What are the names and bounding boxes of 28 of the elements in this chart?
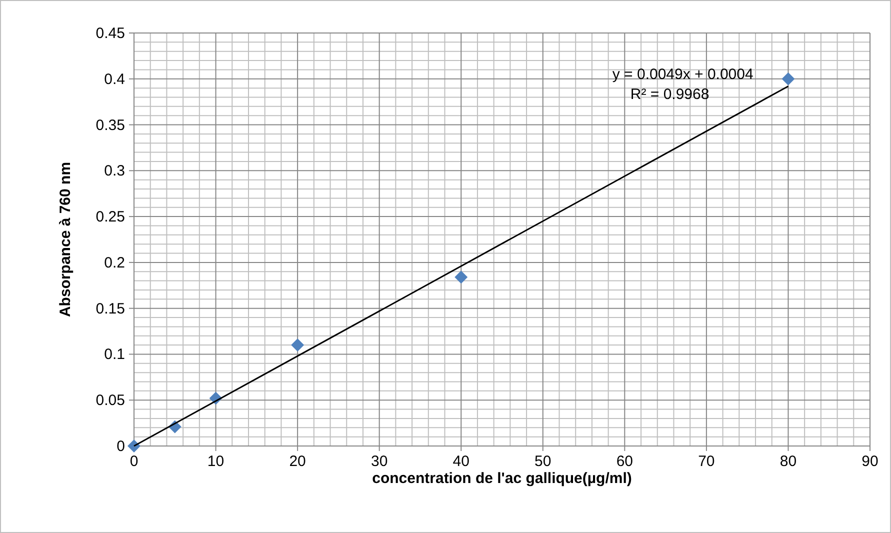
y-tick-label: 0.05 — [96, 392, 125, 410]
x-tick-label: 80 — [780, 453, 797, 470]
point — [128, 440, 140, 452]
x-tick-label: 60 — [616, 453, 634, 470]
y-axis-title: Absorpance à 760 nm — [57, 162, 74, 318]
y-tick-label: 0.3 — [104, 162, 125, 180]
y-tick-label: 0.35 — [96, 116, 125, 134]
point — [782, 72, 795, 86]
x-tick-label: 50 — [534, 453, 552, 470]
annotation: y = 0.0049x + 0.0004 — [612, 66, 754, 83]
y-tick-label: 0.45 — [96, 25, 125, 42]
x-tick-label: 10 — [207, 453, 224, 470]
y-tick-label: 0 — [116, 438, 125, 455]
point — [454, 270, 468, 284]
x-axis-title: concentration de l'ac gallique(µg/ml) — [372, 470, 632, 487]
x-tick-label: 20 — [289, 453, 306, 470]
x-tick-label: 40 — [452, 453, 470, 470]
y-tick-label: 0.1 — [104, 346, 125, 364]
point — [291, 338, 304, 352]
annotation: R² = 0.9968 — [630, 86, 710, 103]
x-tick-label: 0 — [130, 453, 138, 470]
y-tick-label: 0.2 — [104, 254, 125, 272]
y-tick-label: 0.4 — [104, 70, 125, 88]
x-tick-label: 90 — [862, 453, 878, 470]
y-tick-label: 0.25 — [96, 208, 125, 226]
x-tick-label: 70 — [698, 453, 715, 470]
y-tick-label: 0.15 — [96, 300, 125, 318]
x-tick-label: 30 — [370, 453, 388, 470]
